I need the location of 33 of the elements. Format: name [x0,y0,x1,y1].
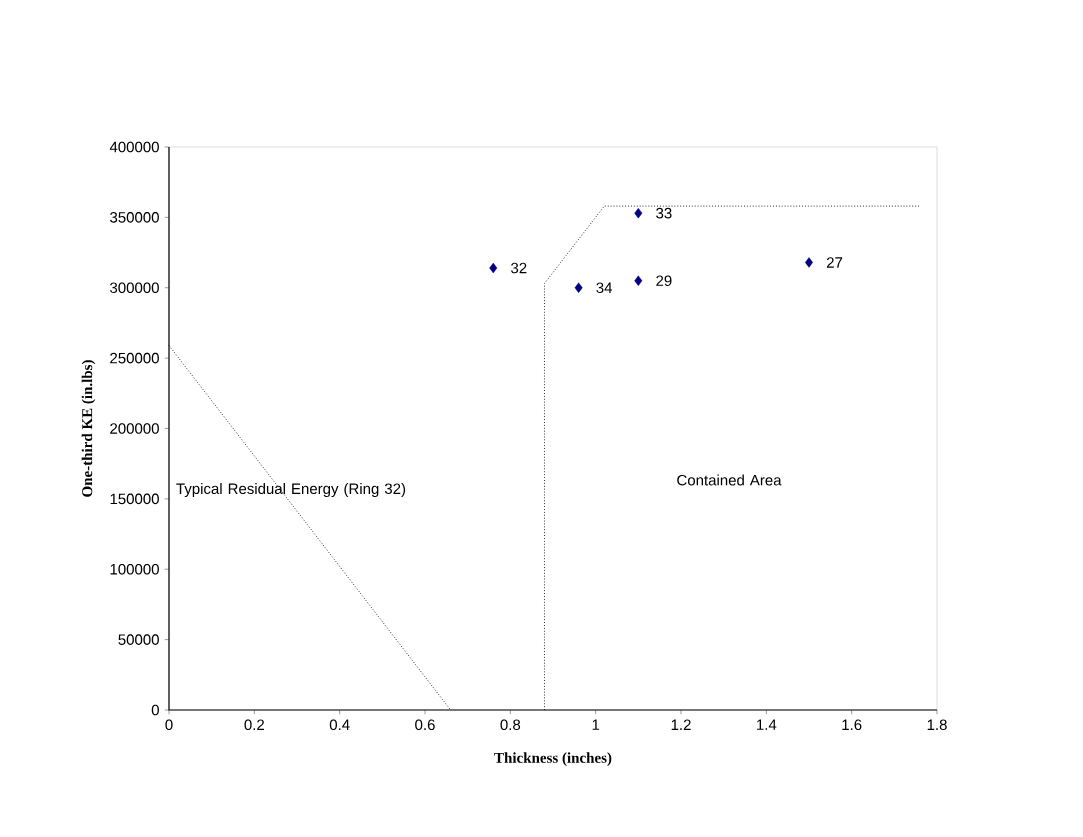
annotation: 33 [656,207,672,219]
y-tick-label: 0 [151,704,159,716]
x-tick-label: 1.4 [757,719,777,730]
x-tick-label: 0.8 [500,719,521,731]
annotation: Contained Area [677,474,782,486]
point [805,257,813,268]
annotation: 27 [826,257,843,268]
y-tick-label: 100000 [110,563,159,575]
x-tick-label: 0.4 [329,719,350,731]
point [634,275,643,286]
y-tick-label: 150000 [110,493,159,505]
point [574,282,583,293]
x-tick-label: 1.8 [927,719,947,731]
y-tick-label: 350000 [110,212,159,223]
x-tick-label: 0.2 [244,719,265,731]
y-axis-title: One-third KE (in.lbs) [81,360,96,497]
y-tick-label: 400000 [109,141,159,153]
y-tick-label: 50000 [118,634,159,645]
x-tick-label: 1 [592,719,600,730]
y-tick-label: 250000 [110,352,159,364]
annotation: 29 [656,275,672,287]
x-axis-title: Thickness (inches) [494,752,612,766]
x-tick-label: 1.2 [671,719,691,730]
annotation: 32 [511,262,527,274]
point [634,207,643,219]
annotation: 34 [596,282,613,294]
x-tick-label: 1.6 [842,719,862,731]
point [489,262,498,274]
annotation: Typical Residual Energy (Ring 32) [176,483,406,497]
x-tick-label: 0 [165,719,173,731]
y-tick-label: 300000 [110,282,159,294]
x-tick-label: 0.6 [415,719,435,731]
y-tick-label: 200000 [110,423,159,434]
